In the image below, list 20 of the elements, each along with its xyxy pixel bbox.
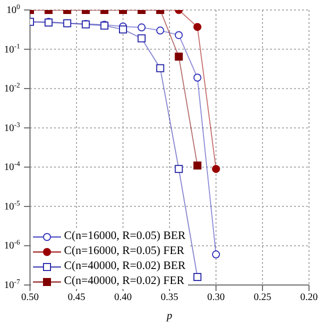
x-tick-label: 0.35 xyxy=(160,292,178,304)
x-tick-label: 0.50 xyxy=(21,292,39,304)
legend-label: C(n=16000, R=0.05) FER xyxy=(64,244,184,259)
y-tick-label: 10$^{-5}$ xyxy=(4,199,20,212)
x-tick-label: 0.45 xyxy=(68,292,86,304)
y-tick-label: 10$^{-7}$ xyxy=(4,278,20,291)
legend-label: C(n=16000, R=0.05) BER xyxy=(64,229,186,244)
y-tick-label: 10$^{-4}$ xyxy=(4,160,20,174)
legend-label: C(n=40000, R=0.02) BER xyxy=(64,259,186,274)
legend-label: C(n=40000, R=0.02) FER xyxy=(64,274,184,289)
x-axis-title: p xyxy=(166,310,173,322)
x-tick-label: 0.40 xyxy=(114,292,132,304)
x-tick-label: 0.25 xyxy=(254,292,272,304)
x-tick-label: 0.30 xyxy=(207,292,225,304)
y-tick-label: 10$^{-2}$ xyxy=(4,82,20,95)
y-tick-label: 10$^{-3}$ xyxy=(4,120,20,134)
x-tick-label: 0.20 xyxy=(300,292,318,304)
y-tick-label: 10$^{-1}$ xyxy=(4,42,20,56)
y-tick-label: 10$^{-6}$ xyxy=(4,238,20,252)
y-tick-label: 10$^{0}$ xyxy=(6,3,20,16)
